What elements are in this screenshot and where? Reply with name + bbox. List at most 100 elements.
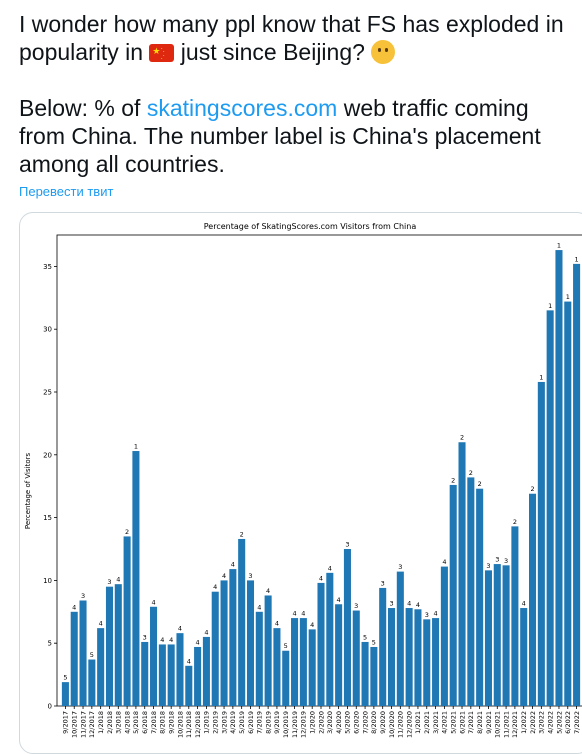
x-tick-label: 4/2019 xyxy=(229,711,237,734)
chart-title: Percentage of SkatingScores.com Visitors… xyxy=(204,222,417,231)
bar-value-label: 2 xyxy=(469,469,473,477)
bar-value-label: 4 xyxy=(522,600,526,608)
x-tick-label: 6/2022 xyxy=(564,711,572,734)
bar-value-label: 1 xyxy=(566,293,570,301)
china-flag-icon: ★ · · · · xyxy=(149,44,175,63)
bar-value-label: 1 xyxy=(539,373,543,381)
x-tick-label: 11/2020 xyxy=(397,711,405,738)
bar-value-label: 4 xyxy=(257,603,261,611)
bar xyxy=(573,263,581,706)
tweet-paragraph-2: Below: % of skatingscores.com web traffi… xyxy=(19,94,579,178)
x-tick-label: 4/2022 xyxy=(546,711,554,734)
bar-value-label: 4 xyxy=(292,610,296,618)
x-tick-label: 3/2019 xyxy=(220,711,228,734)
x-tick-label: 12/2020 xyxy=(405,711,413,738)
bar xyxy=(255,611,263,706)
x-tick-label: 2/2019 xyxy=(212,711,220,734)
bar-value-label: 1 xyxy=(557,242,561,250)
bar xyxy=(123,536,131,706)
x-tick-label: 9/2018 xyxy=(167,711,175,734)
bar-value-label: 4 xyxy=(116,576,120,584)
y-tick-label: 25 xyxy=(43,389,52,397)
bar-value-label: 4 xyxy=(222,572,226,580)
bar-value-label: 3 xyxy=(486,562,490,570)
y-tick-label: 35 xyxy=(43,263,52,271)
bar xyxy=(141,641,149,706)
bar xyxy=(405,608,413,706)
chart-image-card[interactable]: Percentage of SkatingScores.com Visitors… xyxy=(19,212,582,754)
bar xyxy=(555,250,563,706)
bar-value-label: 3 xyxy=(389,600,393,608)
bar xyxy=(158,644,166,706)
bar-value-label: 3 xyxy=(495,556,499,564)
bar-value-label: 2 xyxy=(478,480,482,488)
bar xyxy=(61,682,69,706)
bar xyxy=(537,381,545,706)
bar xyxy=(264,595,272,706)
x-tick-label: 2/2022 xyxy=(529,711,537,734)
bar-value-label: 3 xyxy=(248,572,252,580)
bar-value-label: 4 xyxy=(187,657,191,665)
bar-value-label: 4 xyxy=(310,621,314,629)
x-tick-label: 11/2018 xyxy=(185,711,193,738)
x-tick-label: 5/2021 xyxy=(450,711,458,734)
bar xyxy=(273,628,281,706)
tweet-line-2-end: just since Beijing? xyxy=(174,39,372,65)
skatingscores-link[interactable]: skatingscores.com xyxy=(146,95,338,121)
tweet-line-1: I wonder how many ppl know that FS has e… xyxy=(19,11,564,37)
bar-value-label: 2 xyxy=(125,528,129,536)
x-tick-label: 6/2018 xyxy=(141,711,149,734)
x-tick-label: 9/2017 xyxy=(62,711,70,734)
x-tick-label: 4/2020 xyxy=(335,711,343,734)
bar xyxy=(476,488,484,706)
bar-value-label: 4 xyxy=(442,558,446,566)
bar xyxy=(502,565,510,706)
bar-value-label: 5 xyxy=(63,674,67,682)
x-tick-label: 7/2020 xyxy=(361,711,369,734)
bar xyxy=(467,477,475,706)
x-tick-label: 1/2022 xyxy=(520,711,528,734)
x-tick-label: 1/2021 xyxy=(414,711,422,734)
x-tick-label: 12/2021 xyxy=(511,711,519,738)
bar xyxy=(229,569,237,706)
bar xyxy=(211,591,219,706)
bar xyxy=(529,493,537,706)
x-tick-label: 10/2021 xyxy=(494,711,502,738)
bar xyxy=(88,659,96,706)
bar xyxy=(370,646,378,706)
x-tick-label: 5/2020 xyxy=(344,711,352,734)
x-tick-label: 8/2020 xyxy=(370,711,378,734)
bar xyxy=(291,618,299,706)
translate-tweet-link[interactable]: Перевести твит xyxy=(19,184,114,199)
bar xyxy=(79,600,87,706)
bar xyxy=(361,641,369,706)
bar-value-label: 4 xyxy=(407,600,411,608)
bar xyxy=(440,566,448,706)
x-tick-label: 3/2021 xyxy=(432,711,440,734)
bar xyxy=(423,619,431,706)
tweet-text: I wonder how many ppl know that FS has e… xyxy=(19,10,579,178)
x-tick-label: 5/2019 xyxy=(238,711,246,734)
bar xyxy=(150,606,158,706)
x-tick-label: 3/2022 xyxy=(538,711,546,734)
bar xyxy=(520,608,528,706)
bar-value-label: 1 xyxy=(134,443,138,451)
bar-value-label: 5 xyxy=(372,638,376,646)
bar xyxy=(432,618,440,706)
bar-value-label: 2 xyxy=(530,485,534,493)
tweet-line-2-start: popularity in xyxy=(19,39,150,65)
bar xyxy=(396,571,404,706)
tweet-paragraph-2-start: Below: % of xyxy=(19,95,147,121)
bar-value-label: 4 xyxy=(337,596,341,604)
bar-value-label: 5 xyxy=(284,642,288,650)
bar-value-label: 5 xyxy=(90,651,94,659)
bar-chart: Percentage of SkatingScores.com Visitors… xyxy=(24,222,582,738)
bar xyxy=(299,618,307,706)
bar xyxy=(132,451,140,706)
bar xyxy=(449,484,457,706)
y-tick-label: 20 xyxy=(43,451,52,459)
x-tick-label: 6/2021 xyxy=(458,711,466,734)
bar xyxy=(105,586,113,706)
bar-value-label: 4 xyxy=(72,603,76,611)
bar-value-label: 3 xyxy=(354,602,358,610)
